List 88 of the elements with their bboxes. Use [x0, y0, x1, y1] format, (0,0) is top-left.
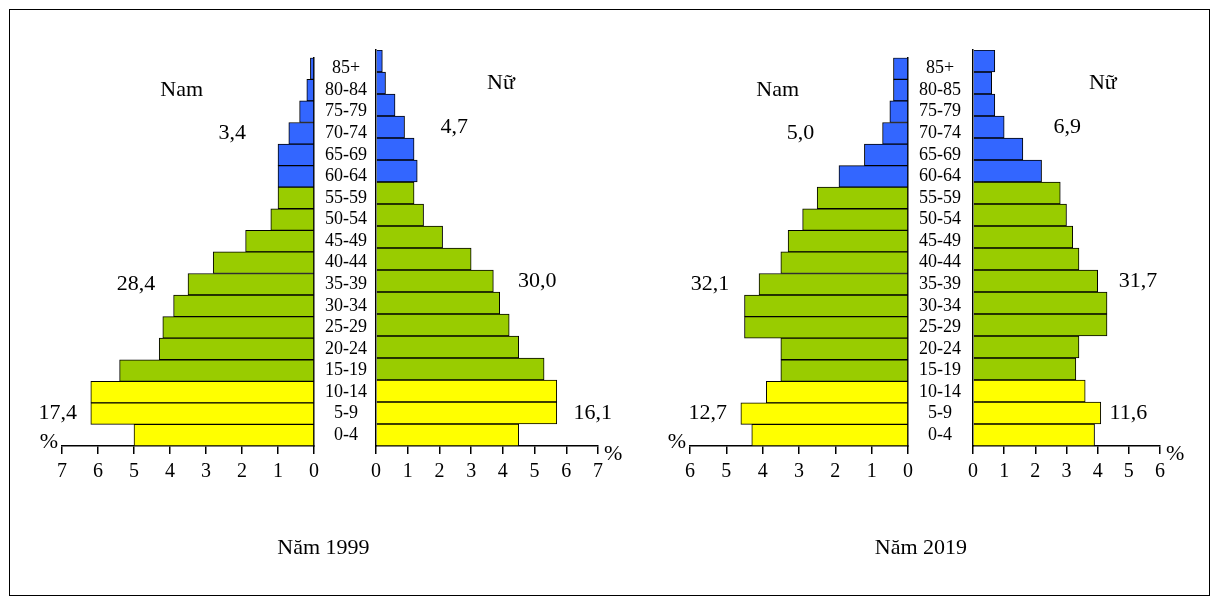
- x-tick-label: 7: [57, 459, 67, 482]
- y-tick-label: 35-39: [919, 272, 961, 293]
- y-tick-label: 10-14: [919, 380, 961, 401]
- y-tick-label: 55-59: [325, 186, 367, 207]
- y-tick-label: 15-19: [919, 359, 961, 380]
- x-tick-label: 5: [529, 459, 540, 482]
- y-tick-label: 75-79: [325, 100, 367, 121]
- y-tick-label: 85+: [331, 57, 361, 78]
- x-tick-label: 2: [1030, 459, 1041, 482]
- annotation: 31,7: [1118, 266, 1158, 292]
- y-tick-label: 55-59: [919, 186, 961, 207]
- y-tick-label: 40-44: [325, 251, 367, 272]
- y-tick-label: 0-4: [334, 423, 358, 444]
- x-tick-label: 5: [1123, 459, 1134, 482]
- annotation: 6,9: [1053, 112, 1081, 138]
- annotation: 28,4: [116, 270, 156, 296]
- x-tick-label: 1: [866, 459, 877, 482]
- y-tick-label: 20-24: [919, 337, 961, 358]
- annotation: Nam: [756, 75, 799, 101]
- x-tick-label: 0: [968, 459, 978, 482]
- x-tick-label: 5: [129, 459, 139, 482]
- x-tick-label: 2: [830, 459, 841, 482]
- y-tick-label: 30-34: [325, 294, 367, 315]
- annotation: 3,4: [218, 119, 246, 145]
- x-tick-label: 7: [593, 459, 603, 482]
- annotation: 5,0: [786, 119, 815, 145]
- y-tick-label: 60-64: [325, 165, 367, 186]
- annotation: Nữ: [1088, 68, 1118, 94]
- y-tick-label: 35-39: [325, 272, 367, 293]
- y-tick-label: 50-54: [325, 208, 367, 229]
- annotation: 17,4: [38, 399, 78, 425]
- x-tick-label: 2: [434, 459, 445, 482]
- y-tick-label: 65-69: [325, 143, 367, 164]
- x-tick-label: 0: [309, 459, 320, 482]
- x-tick-label: 0: [903, 459, 914, 482]
- y-tick-label: 5-9: [928, 402, 952, 423]
- y-tick-label: 80-85: [919, 78, 961, 99]
- annotation: 16,1: [573, 398, 613, 424]
- x-tick-label: 3: [794, 459, 804, 482]
- annotation: 12,7: [688, 399, 728, 425]
- x-tick-label: 6: [1155, 459, 1165, 482]
- y-tick-label: 45-49: [325, 229, 367, 250]
- x-tick-label: 1: [402, 459, 413, 482]
- x-tick-label: 4: [165, 459, 175, 482]
- y-tick-label: 5-9: [334, 402, 358, 423]
- x-axis-title: %: [604, 439, 623, 465]
- y-tick-label: 70-74: [325, 122, 367, 143]
- y-tick-label: 70-74: [919, 122, 961, 143]
- y-tick-label: 65-69: [919, 143, 961, 164]
- annotation: 11,6: [1109, 398, 1148, 424]
- annotation: 32,1: [690, 270, 730, 296]
- y-tick-label: 25-29: [919, 316, 961, 337]
- x-tick-label: 6: [685, 459, 695, 482]
- text: Năm 1999: [276, 534, 371, 560]
- y-tick-label: 10-14: [325, 380, 367, 401]
- x-tick-label: 3: [1061, 459, 1072, 482]
- annotation: 30,0: [518, 266, 557, 292]
- y-tick-label: 40-44: [919, 251, 961, 272]
- x-tick-label: 5: [721, 459, 732, 482]
- x-tick-label: 6: [93, 459, 103, 482]
- annotation: Nam: [160, 75, 204, 101]
- x-tick-label: 4: [1092, 459, 1103, 482]
- text: Năm 2019: [873, 534, 969, 560]
- y-tick-label: 60-64: [919, 165, 961, 186]
- y-tick-label: 30-34: [919, 294, 961, 315]
- y-tick-label: 80-84: [325, 78, 367, 99]
- x-tick-label: 2: [237, 459, 247, 482]
- y-tick-label: 85+: [925, 57, 955, 78]
- y-tick-label: 45-49: [919, 229, 961, 250]
- x-axis-title: %: [667, 427, 686, 453]
- x-axis-title: %: [1166, 439, 1185, 465]
- x-tick-label: 3: [466, 459, 477, 482]
- x-tick-label: 6: [561, 459, 572, 482]
- x-tick-label: 0: [371, 459, 381, 482]
- x-tick-label: 3: [201, 459, 211, 482]
- y-tick-label: 0-4: [928, 423, 952, 444]
- y-tick-label: 50-54: [919, 208, 961, 229]
- x-tick-label: 4: [757, 459, 768, 482]
- x-tick-label: 4: [497, 459, 508, 482]
- x-tick-label: 1: [273, 459, 284, 482]
- annotation: Nữ: [487, 68, 516, 94]
- annotation: 4,7: [440, 112, 468, 138]
- y-tick-label: 15-19: [325, 359, 367, 380]
- y-tick-label: 20-24: [325, 337, 367, 358]
- x-tick-label: 1: [999, 459, 1010, 482]
- x-axis-title: %: [39, 427, 58, 453]
- y-tick-label: 25-29: [325, 316, 367, 337]
- y-tick-label: 75-79: [919, 100, 961, 121]
